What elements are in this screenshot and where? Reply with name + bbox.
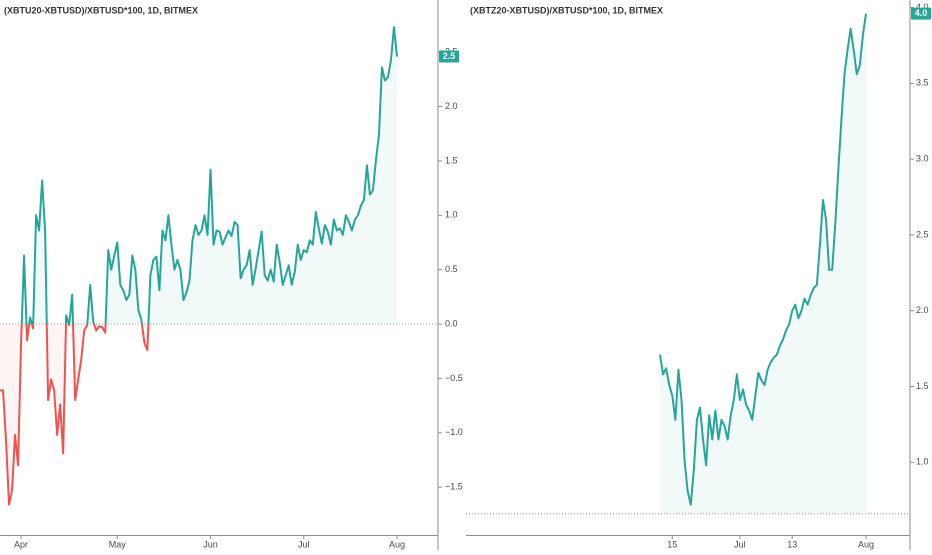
y-tick-label: −1.0 xyxy=(445,427,463,437)
area xyxy=(0,27,397,505)
x-tick-label: Jun xyxy=(203,539,218,549)
x-tick-label: May xyxy=(109,539,127,549)
last-value-label: 2.5 xyxy=(443,51,456,61)
chart-title: (XBTU20-XBTUSD)/XBTUSD*100, 1D, BITMEX xyxy=(4,5,198,15)
y-tick-label: 4.0 xyxy=(916,2,929,12)
y-tick-label: 0.0 xyxy=(445,318,458,328)
chart-title: (XBTZ20-XBTUSD)/XBTUSD*100, 1D, BITMEX xyxy=(470,5,663,15)
x-tick-label: 15 xyxy=(667,539,677,549)
x-tick-label: Apr xyxy=(14,539,28,549)
y-tick-label: 1.5 xyxy=(445,155,458,165)
last-value-label: 4.0 xyxy=(915,8,928,18)
line xyxy=(0,26,398,506)
last-value-box xyxy=(439,50,459,63)
x-tick-label: Jul xyxy=(734,539,746,549)
last-value-box xyxy=(911,7,931,20)
y-tick-label: 1.5 xyxy=(916,381,929,391)
y-tick-label: −0.5 xyxy=(445,373,463,383)
y-tick-label: 0.5 xyxy=(445,264,458,274)
y-tick-label: 3.0 xyxy=(916,154,929,164)
x-tick-label: Jul xyxy=(298,539,310,549)
y-tick-label: 1.0 xyxy=(445,210,458,220)
y-tick-label: −1.5 xyxy=(445,482,463,492)
x-tick-label: 13 xyxy=(787,539,797,549)
y-tick-label: 1.0 xyxy=(916,457,929,467)
y-tick-label: 2.5 xyxy=(916,229,929,239)
area xyxy=(660,13,866,514)
y-tick-label: 2.0 xyxy=(916,305,929,315)
y-tick-label: 3.5 xyxy=(916,78,929,88)
x-tick-label: Aug xyxy=(858,539,874,549)
line xyxy=(659,13,867,506)
x-tick-label: Aug xyxy=(389,539,405,549)
y-tick-label: 2.0 xyxy=(445,101,458,111)
